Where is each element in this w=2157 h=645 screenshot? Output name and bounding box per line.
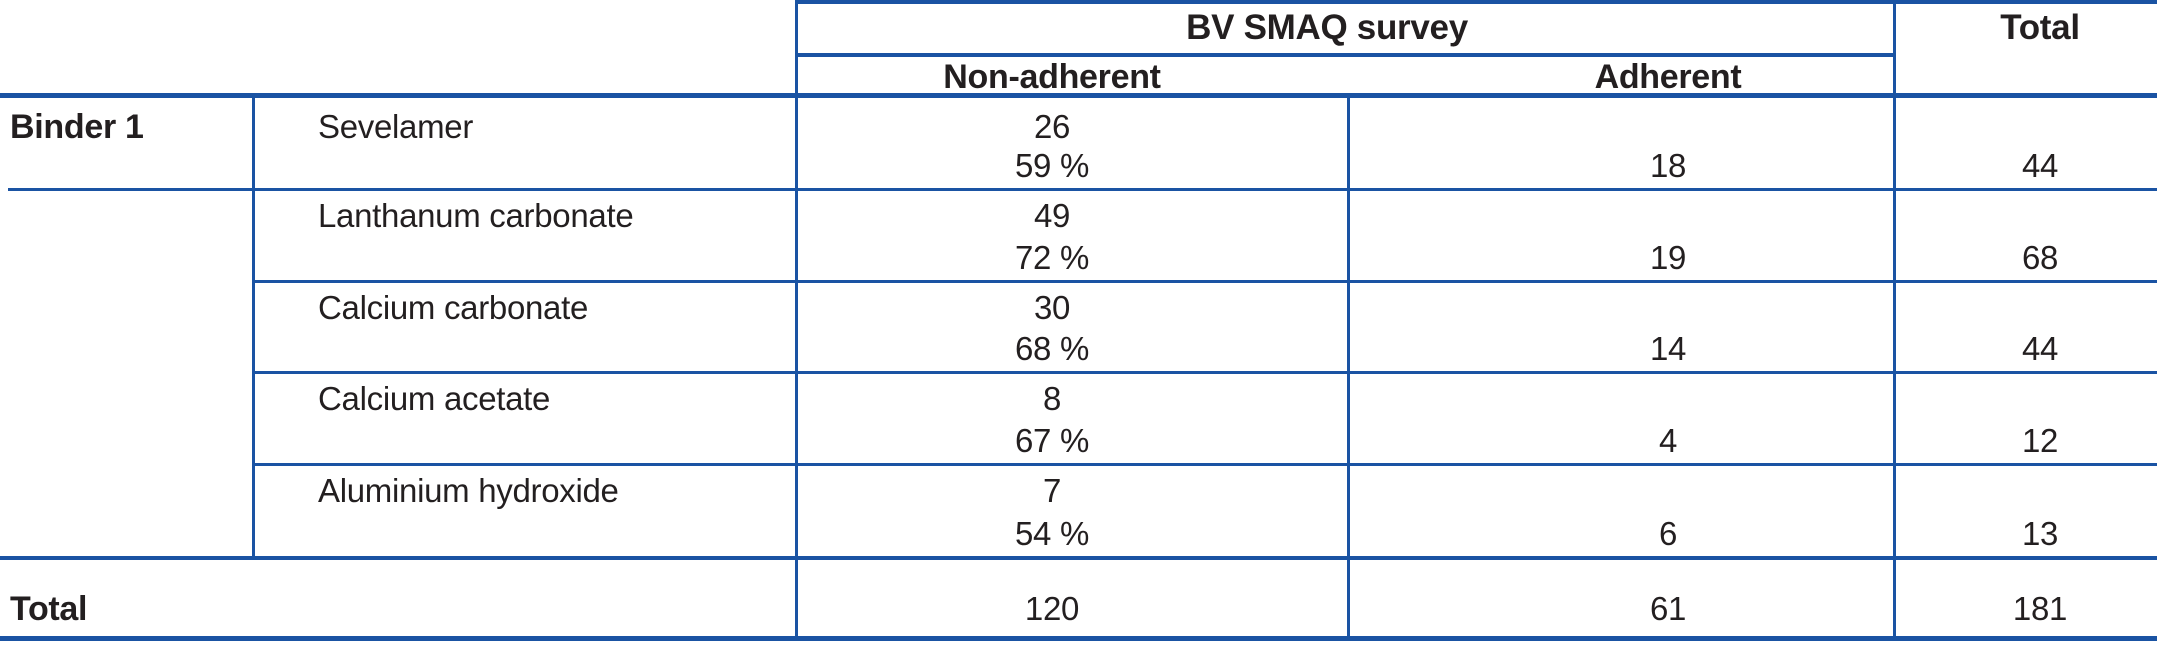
row-total: 12 — [2021, 422, 2059, 459]
table-row: Calcium carbonate 30 68 % 14 44 — [0, 283, 2157, 371]
group-header-bv-smaq: BV SMAQ survey — [1186, 8, 1468, 47]
header-non-adherent: Non-adherent — [943, 58, 1161, 96]
non-adherent-count: 30 — [1033, 289, 1071, 326]
non-adherent-count: 49 — [1033, 197, 1071, 234]
drug-name: Sevelamer — [318, 108, 474, 145]
total-row: Total 120 61 181 — [0, 560, 2157, 636]
rule-top-border — [795, 0, 2157, 4]
non-adherent-count: 7 — [1042, 472, 1062, 509]
row-total: 44 — [2021, 330, 2059, 367]
table-row: Aluminium hydroxide 7 54 % 6 13 — [0, 466, 2157, 556]
non-adherent-percent: 54 % — [1014, 515, 1090, 552]
grand-total: 181 — [2012, 590, 2068, 627]
drug-name: Calcium acetate — [318, 380, 551, 417]
drug-name: Aluminium hydroxide — [318, 472, 619, 509]
rule-row-separator — [252, 280, 2157, 283]
adherent-count: 4 — [1658, 422, 1678, 459]
non-adherent-percent: 67 % — [1014, 422, 1090, 459]
rule-bottom-border — [0, 636, 2157, 641]
adherent-count: 19 — [1649, 239, 1687, 276]
rule-labels-survey-divider — [795, 0, 798, 641]
drug-name: Calcium carbonate — [318, 289, 589, 326]
rule-adherent-total-divider — [1893, 0, 1896, 641]
table-row: Lanthanum carbonate 49 72 % 19 68 — [0, 191, 2157, 280]
table-row: Binder 1 Sevelamer 26 59 % 18 44 — [0, 102, 2157, 188]
row-total: 13 — [2021, 515, 2059, 552]
rule-under-column-headers — [0, 93, 2157, 98]
rule-nonadherent-adherent-divider — [1347, 93, 1350, 641]
non-adherent-count: 8 — [1042, 380, 1062, 417]
row-total: 68 — [2021, 239, 2059, 276]
rule-above-total-row — [0, 556, 2157, 560]
rule-row-separator — [252, 463, 2157, 466]
total-non-adherent: 120 — [1024, 590, 1080, 627]
header-adherent: Adherent — [1594, 58, 1742, 96]
non-adherent-count: 26 — [1033, 108, 1071, 145]
adherent-count: 14 — [1649, 330, 1687, 367]
rule-row-separator — [8, 188, 2157, 191]
row-total: 44 — [2021, 147, 2059, 184]
rule-row-separator — [252, 371, 2157, 374]
adherent-count: 18 — [1649, 147, 1687, 184]
drug-name: Lanthanum carbonate — [318, 197, 634, 234]
binder-group-label: Binder 1 — [10, 108, 144, 146]
total-row-label: Total — [10, 590, 88, 628]
rule-binder-drug-divider — [252, 93, 255, 556]
rule-under-survey-header — [795, 53, 1895, 57]
adherent-count: 6 — [1658, 515, 1678, 552]
header-total-column: Total — [2000, 8, 2080, 47]
non-adherent-percent: 59 % — [1014, 147, 1090, 184]
non-adherent-percent: 72 % — [1014, 239, 1090, 276]
table-row: Calcium acetate 8 67 % 4 12 — [0, 374, 2157, 463]
total-adherent: 61 — [1649, 590, 1687, 627]
non-adherent-percent: 68 % — [1014, 330, 1090, 367]
